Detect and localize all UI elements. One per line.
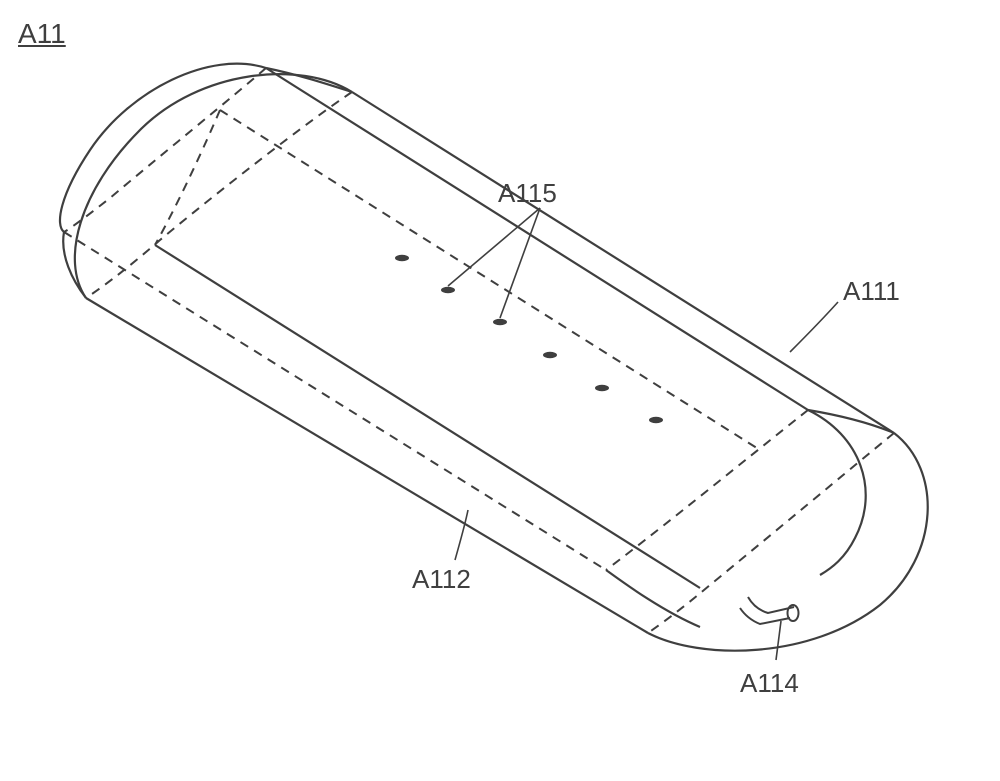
right-intersection-solid [808,410,894,433]
right-rimB-dashed [606,410,808,570]
diagram-svg [0,0,1000,781]
left-rimB-dashed [64,68,266,232]
hole [649,417,663,423]
left-intersection-dashed [155,110,220,245]
hole [543,352,557,358]
edge-bottom [86,298,648,633]
diagram-canvas: A11 [0,0,1000,781]
ref-A112: A112 [412,564,471,595]
right-capB-outer [808,410,866,575]
hole [441,287,455,293]
edge-valley-front [266,68,808,410]
edge-valley-front2 [220,110,760,450]
ref-A111: A111 [843,276,900,307]
ref-A115: A115 [498,178,557,209]
holes-group [395,255,663,423]
edge-A-front [155,245,700,588]
edge-hidden-B-bottom [64,232,606,570]
hole [493,319,507,325]
left-capB-outer [60,64,266,232]
left-capA-outer [75,74,352,298]
nozzle-A114 [740,597,799,624]
hole [595,385,609,391]
edge-top [352,92,894,433]
ref-A114: A114 [740,668,799,699]
left-rimA-dashed [86,92,352,298]
left-intersection-solid [266,68,352,92]
hole [395,255,409,261]
